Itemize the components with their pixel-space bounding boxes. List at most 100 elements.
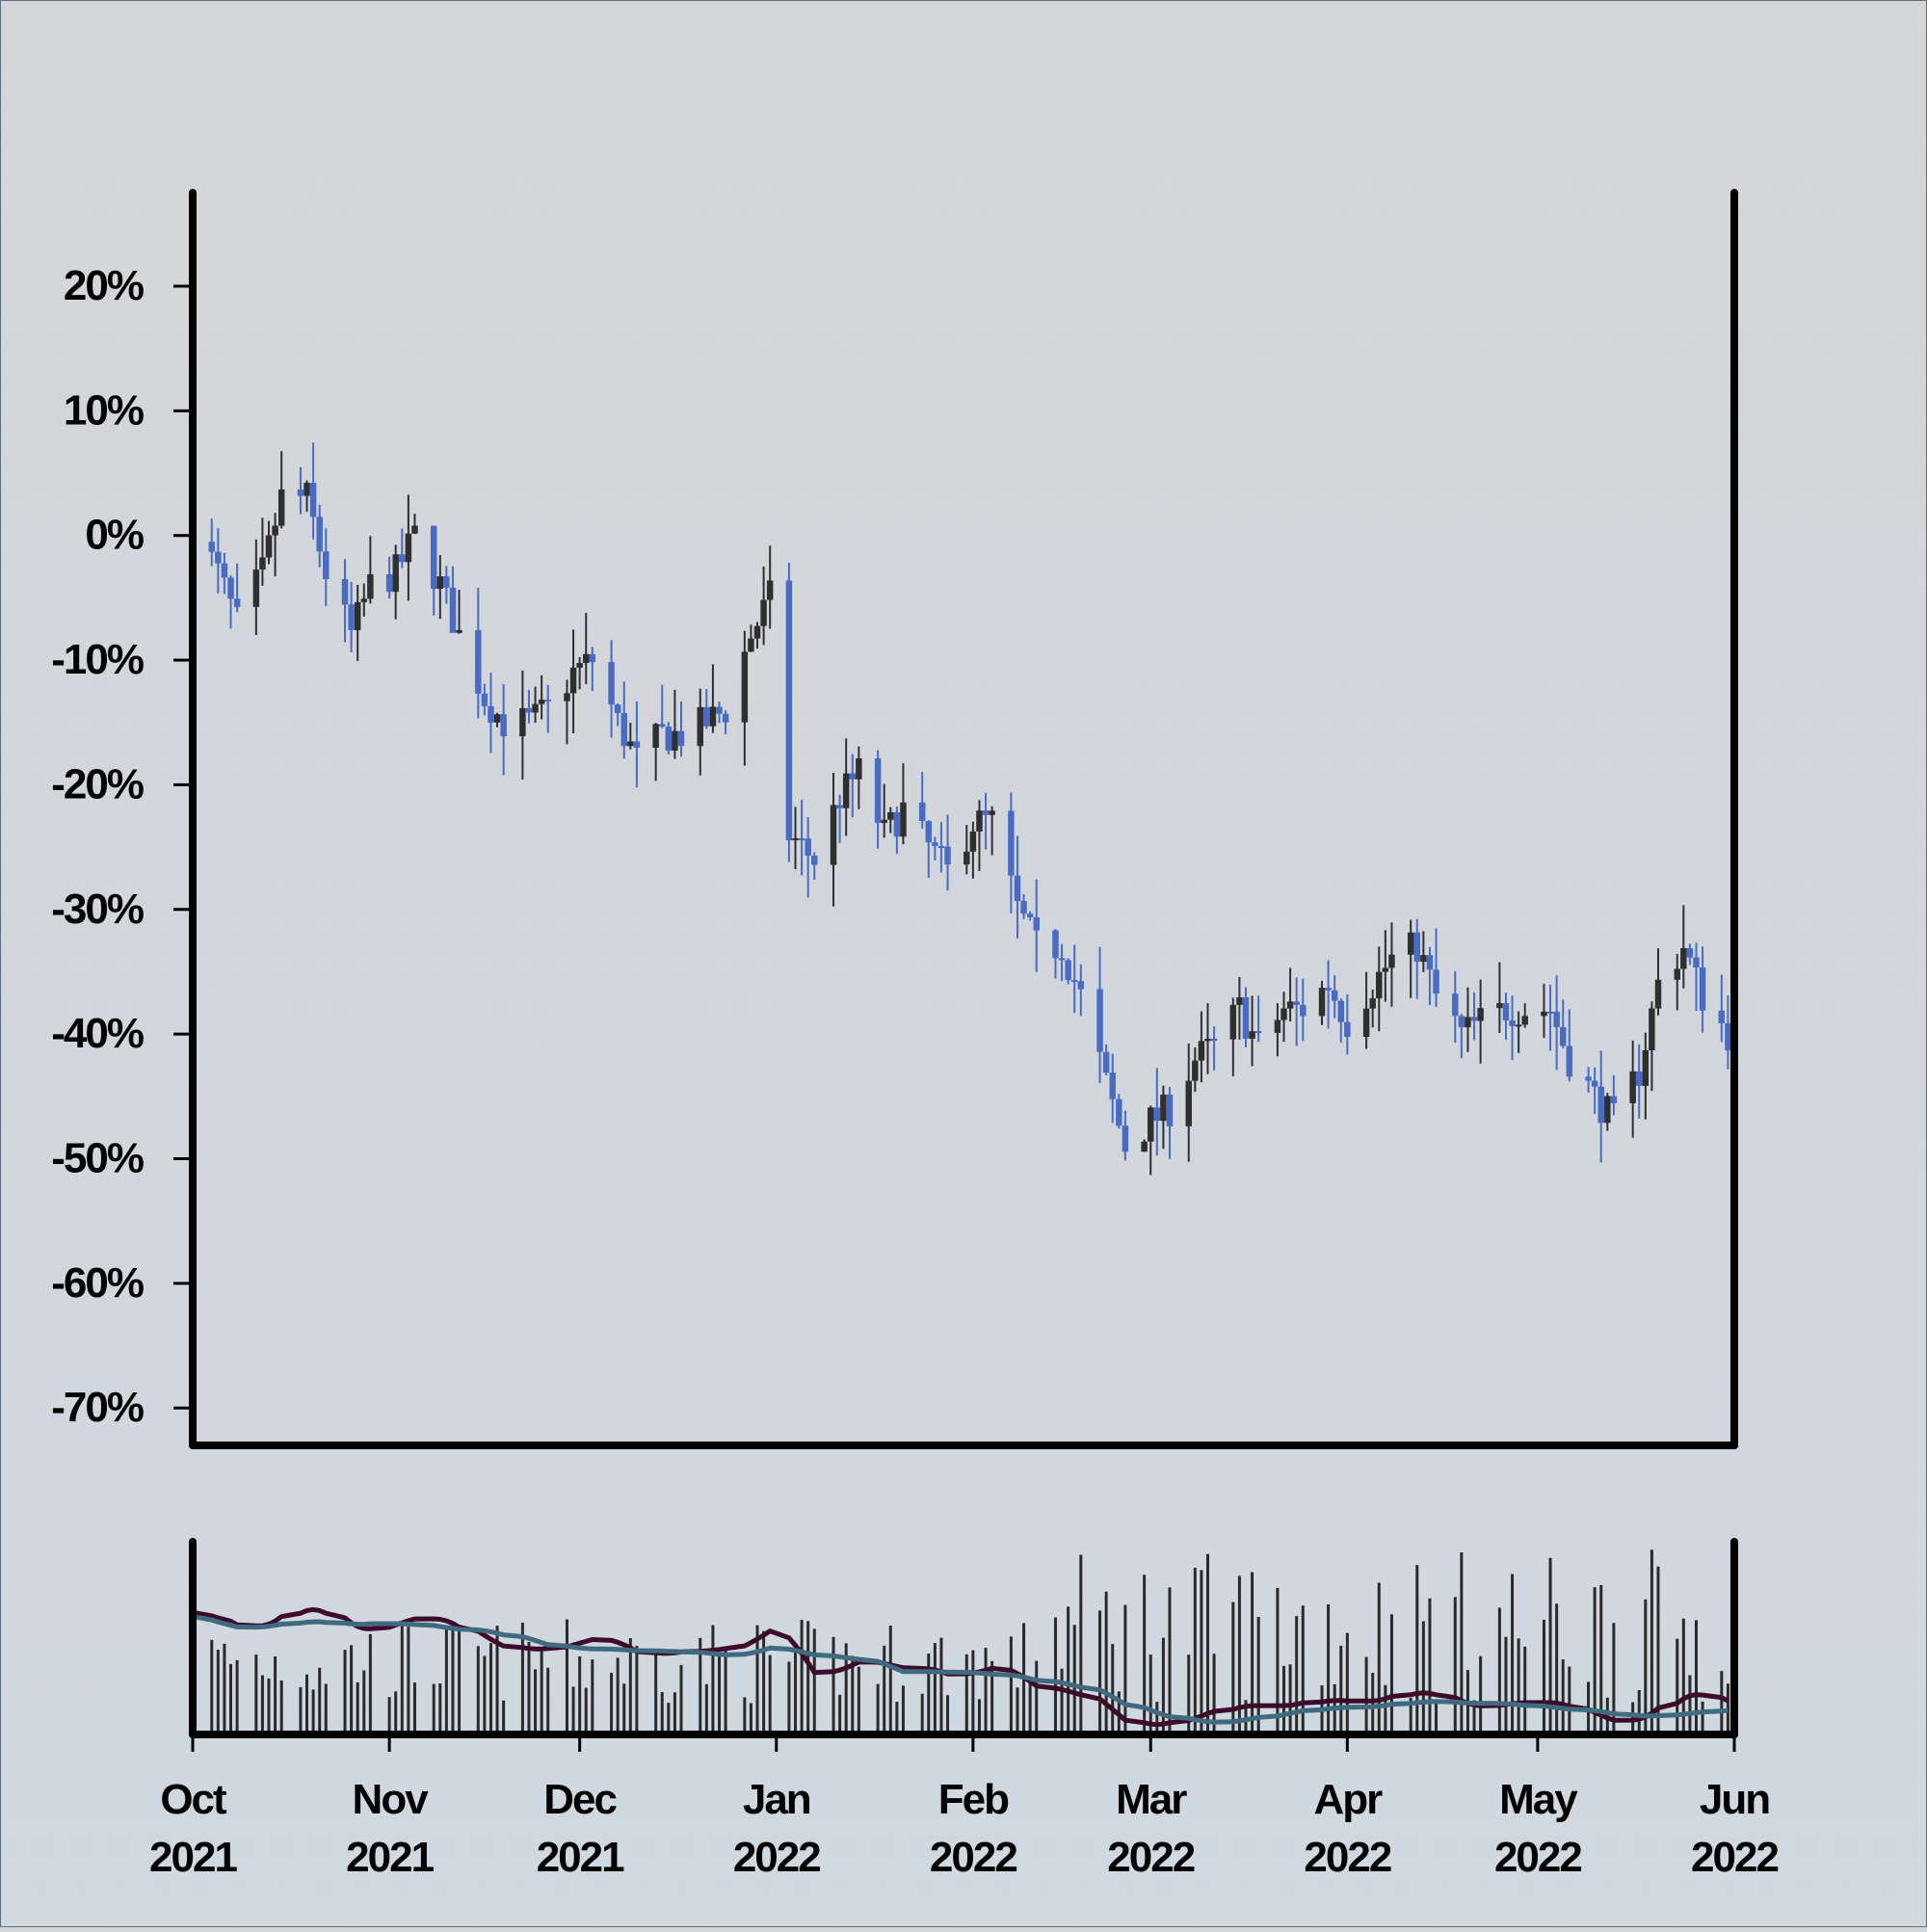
candle-body [620, 713, 627, 747]
volume-ma-long-line [192, 1614, 1729, 1725]
candle-body [1591, 1080, 1598, 1087]
candle-body [1116, 1098, 1122, 1126]
x-tick-label-year: 2021 [537, 1834, 624, 1881]
x-tick-label-month: May [1499, 1776, 1578, 1823]
candle-body [252, 569, 260, 607]
candle-body [1635, 1071, 1643, 1086]
candle-body [589, 653, 596, 663]
candle-body [1185, 1080, 1192, 1126]
candle-body [481, 693, 488, 706]
candle-body [1318, 988, 1326, 1017]
candle-body [1242, 997, 1250, 1039]
candle-body [753, 625, 761, 639]
x-tick-label-year: 2022 [1691, 1834, 1778, 1881]
candle-body [1604, 1096, 1611, 1124]
candle-body [316, 516, 323, 552]
candle-body [944, 846, 951, 865]
candle-body [456, 629, 462, 633]
candle-body [881, 819, 887, 824]
candle-body [227, 577, 234, 599]
candle-body [1153, 1107, 1161, 1122]
x-tick-label-year: 2022 [1107, 1834, 1194, 1881]
candle-body [1236, 997, 1243, 1005]
candle-body [323, 551, 330, 580]
x-tick-label-year: 2022 [1494, 1834, 1581, 1881]
candle-body [208, 542, 215, 552]
candle-body [265, 535, 273, 558]
candle-body [233, 598, 241, 607]
candle-body [532, 703, 539, 713]
candle-body [1642, 1050, 1650, 1086]
x-axis: Oct 2021 Nov 2021 Dec 2021 Jan 2022 Feb 2022 Mar 20… [149, 1734, 1780, 1881]
candle-body [1204, 1038, 1211, 1042]
candle-body [367, 574, 374, 599]
candle-body [659, 724, 666, 727]
candle-body [1362, 1008, 1370, 1038]
candle-body [1286, 1001, 1294, 1009]
candle-body [1052, 930, 1059, 959]
candle-body [1566, 1045, 1573, 1077]
candle-body [1382, 967, 1389, 972]
candle-body [792, 838, 799, 841]
candle-body [856, 757, 862, 780]
candle-body [614, 704, 621, 714]
candle-body [411, 525, 418, 534]
candle-body [1725, 1022, 1731, 1050]
candle-body [1553, 1011, 1560, 1027]
candle-body [1325, 988, 1332, 991]
candle-body [672, 730, 678, 751]
candle-body [1026, 913, 1034, 918]
candle-body [785, 580, 793, 841]
candle-body [964, 851, 970, 865]
candle-body [627, 741, 634, 747]
candle-body [544, 700, 551, 702]
candle-body [925, 821, 933, 843]
candle-body [830, 805, 837, 865]
y-tick-label: -40% [51, 1010, 144, 1057]
candle-body [1388, 954, 1395, 968]
candle-body [900, 802, 907, 837]
candle-body [652, 724, 659, 749]
candle-body [1521, 1016, 1528, 1025]
candle-body [811, 855, 818, 865]
candle-body [1413, 932, 1421, 962]
candle-body [1649, 1008, 1655, 1051]
candle-body [1515, 1024, 1522, 1027]
candle-body [1585, 1076, 1592, 1081]
candle-body [1141, 1141, 1148, 1152]
candle-body [709, 706, 717, 727]
candle-body [449, 587, 457, 633]
candle-body [1249, 1031, 1255, 1039]
candle-body [341, 579, 349, 605]
candle-body [1433, 969, 1439, 994]
candle-body [1192, 1060, 1199, 1081]
y-tick-label: 10% [64, 386, 144, 434]
candle-body [976, 810, 983, 832]
candle-body [519, 707, 526, 737]
candle-body [443, 576, 450, 588]
candle-body [1369, 998, 1376, 1009]
candle-body [430, 525, 437, 589]
candle-body [348, 604, 355, 630]
candle-body [1407, 932, 1414, 955]
candle-body [1293, 1001, 1300, 1005]
x-tick-label-year: 2022 [733, 1834, 820, 1881]
candle-body [766, 580, 774, 600]
candle-body [1376, 971, 1383, 999]
candle-body [1509, 1019, 1516, 1026]
candle-body [1458, 1016, 1465, 1028]
candle-body [1654, 979, 1662, 1009]
candle-body [722, 713, 729, 723]
candle-body [272, 525, 278, 536]
candle-body [805, 838, 811, 856]
candle-body [849, 773, 857, 780]
candle-body [405, 533, 412, 563]
y-tick-label: -10% [51, 636, 144, 683]
y-tick-label: -70% [51, 1384, 144, 1431]
candle-body [297, 490, 304, 496]
candle-body [1559, 1026, 1567, 1046]
y-tick-label: -50% [51, 1134, 144, 1181]
candle-body [385, 574, 393, 593]
x-tick-label-month: Mar [1116, 1776, 1187, 1823]
